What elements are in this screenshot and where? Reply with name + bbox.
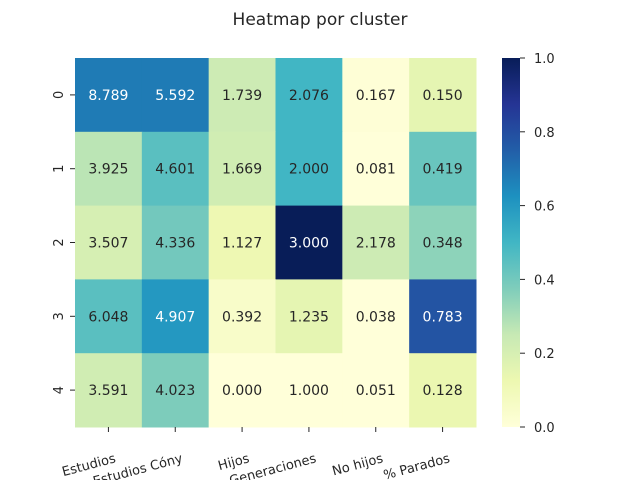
- cell-value-label: 1.235: [289, 309, 329, 325]
- cell-value-label: 0.081: [356, 162, 396, 178]
- heatmap-cell: [409, 353, 477, 428]
- cell-value-label: 3.591: [88, 383, 128, 399]
- heatmap-cell: [141, 205, 210, 280]
- cell-value-label: 3.925: [88, 162, 128, 178]
- heatmap-cell: [208, 58, 276, 133]
- chart-title: Heatmap por cluster: [233, 10, 408, 30]
- row-labels: 0 1 2 3 4: [52, 91, 75, 394]
- colorbar-tick-label: 0.8: [534, 126, 555, 141]
- cell-value-label: 3.507: [88, 236, 128, 252]
- heatmap-cell: [409, 131, 477, 207]
- row-label: 1: [52, 165, 67, 173]
- heatmap-cell: [275, 131, 343, 207]
- heatmap-cell: [342, 131, 410, 207]
- heatmap-cell: [208, 279, 276, 354]
- heatmap-cell: [75, 279, 143, 354]
- heatmap-cell: [342, 279, 410, 354]
- cell-value-label: 1.000: [289, 383, 329, 399]
- cell-value-label: 2.000: [289, 162, 329, 178]
- cell-value-label: 8.789: [88, 88, 128, 104]
- heatmap-cell: [409, 58, 477, 133]
- heatmap-cell: [275, 279, 343, 354]
- heatmap-cell: [75, 353, 143, 428]
- heatmap-cell: [208, 353, 276, 428]
- cell-value-label: 1.127: [222, 236, 262, 252]
- colorbar-tick-label: 0.2: [534, 347, 555, 362]
- heatmap-cell: [342, 205, 410, 280]
- column-label: % Parados: [382, 451, 452, 480]
- colorbar: [502, 58, 520, 427]
- heatmap-cell: [409, 205, 477, 280]
- cell-value-label: 0.167: [356, 88, 396, 104]
- row-label: 4: [52, 386, 67, 394]
- colorbar-tick-label: 0.6: [534, 200, 555, 215]
- heatmap-cell: [342, 353, 410, 428]
- heatmap-cell: [75, 205, 143, 280]
- cell-value-label: 0.783: [423, 309, 463, 325]
- cell-value-label: 0.392: [222, 309, 262, 325]
- cell-value-label: 6.048: [88, 309, 128, 325]
- colorbar-tick-label: 0.4: [534, 273, 555, 288]
- cell-value-label: 4.336: [155, 236, 195, 252]
- heatmap-cell: [141, 131, 210, 207]
- cell-value-label: 0.348: [423, 236, 463, 252]
- column-label: No hijos: [331, 451, 385, 479]
- cell-value-label: 0.150: [423, 88, 463, 104]
- row-label: 2: [52, 238, 67, 246]
- heatmap-cell: [208, 131, 276, 207]
- heatmap-cell: [342, 58, 410, 133]
- row-label: 0: [52, 91, 67, 99]
- heatmap-cell: [409, 279, 477, 354]
- heatmap-cell: [208, 205, 276, 280]
- cell-value-label: 2.178: [356, 236, 396, 252]
- colorbar-ticks: 0.0 0.2 0.4 0.6 0.8 1.0: [520, 52, 555, 436]
- heatmap-cell: [141, 353, 210, 428]
- heatmap-cell: [275, 205, 343, 280]
- heatmap-cell: [75, 58, 143, 133]
- cell-value-label: 1.669: [222, 162, 262, 178]
- colorbar-tick-label: 1.0: [534, 52, 555, 67]
- heatmap-cells: 8.789 5.592 1.739 2.076 0.167 0.150 3.925 4.601…: [75, 58, 477, 428]
- cell-value-label: 1.739: [222, 88, 262, 104]
- cell-value-label: 3.000: [289, 236, 329, 252]
- cell-value-label: 2.076: [289, 88, 329, 104]
- heatmap-cell: [275, 353, 343, 428]
- cell-value-label: 0.000: [222, 383, 262, 399]
- cell-value-label: 0.419: [423, 162, 463, 178]
- heatmap-cell: [141, 58, 210, 133]
- cell-value-label: 4.907: [155, 309, 195, 325]
- cell-value-label: 0.051: [356, 383, 396, 399]
- cell-value-label: 5.592: [155, 88, 195, 104]
- colorbar-tick-label: 0.0: [534, 421, 555, 436]
- cell-value-label: 0.128: [423, 383, 463, 399]
- cell-value-label: 4.023: [155, 383, 195, 399]
- heatmap-cell: [75, 131, 143, 207]
- cell-value-label: 0.038: [356, 309, 396, 325]
- cell-value-label: 4.601: [155, 162, 195, 178]
- heatmap-cell: [141, 279, 210, 354]
- heatmap-cell: [275, 58, 343, 133]
- row-label: 3: [52, 312, 67, 320]
